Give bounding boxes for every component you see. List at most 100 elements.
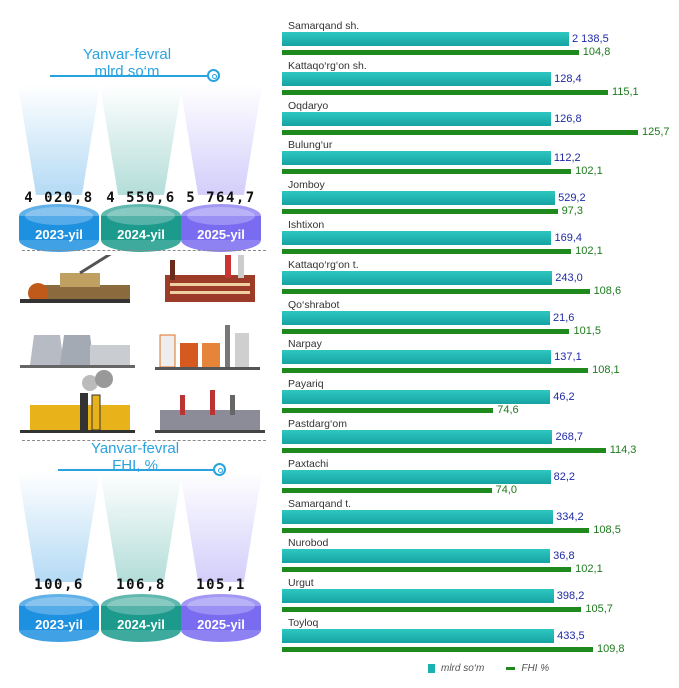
data-label-index: 125,7 (642, 125, 670, 138)
data-label-index: 74,6 (497, 404, 519, 417)
category-label: Payariq (288, 378, 324, 391)
pedestal-year: 2025-yil (197, 227, 245, 242)
data-label-volume: 334,2 (556, 510, 584, 523)
bar-volume (282, 151, 551, 166)
data-label-volume: 398,2 (556, 590, 585, 603)
bar-index (282, 368, 589, 374)
pedestal-icon (19, 204, 99, 252)
data-label-index: 102,1 (575, 563, 603, 576)
bar-volume (282, 32, 569, 46)
bar-index (282, 50, 579, 55)
data-label-index: 105,7 (585, 603, 613, 616)
data-label-volume: 112,2 (553, 152, 581, 165)
caption-rule (58, 469, 214, 471)
category-label: Paxtachi (288, 457, 329, 470)
category-label: Ishtixon (288, 219, 325, 231)
pedestal-year: 2024-yil (117, 617, 165, 632)
bar-index (282, 448, 606, 453)
bar-index (282, 408, 494, 414)
data-label-volume: 36,8 (553, 550, 575, 563)
bar-index (282, 607, 582, 613)
brick-factory-icon (165, 255, 255, 302)
factory-icon (155, 390, 265, 433)
category-label: Urgut (288, 577, 314, 590)
pedestal-icon (19, 594, 99, 642)
category-label: Kattaqo‘rg‘on sh. (288, 59, 367, 72)
data-label-volume: 529,2 (558, 192, 586, 205)
pedestal-value: 106,8 (116, 577, 166, 593)
data-label-volume: 126,8 (554, 112, 582, 125)
ring-icon (213, 463, 226, 476)
legend-swatch-volume (428, 664, 435, 673)
pedestal-icon (101, 204, 181, 252)
caption-line: Yanvar-fevral (90, 440, 180, 457)
data-label-volume: 21,6 (553, 311, 575, 324)
bar-index (282, 527, 590, 533)
pedestal-year: 2024-yil (117, 227, 165, 242)
category-label: Samarqand sh. (288, 20, 360, 32)
data-label-volume: 2 138,5 (572, 33, 609, 45)
data-label-index: 115,1 (611, 85, 639, 98)
data-label-index: 109,8 (596, 643, 625, 655)
chart-legend: mlrd so‘m FHI % (428, 663, 549, 674)
pedestal-year: 2025-yil (197, 617, 245, 632)
legend-label-volume: mlrd so‘m (441, 663, 485, 674)
power-plant-icon (20, 335, 135, 368)
bar-volume (282, 390, 551, 405)
pedestal-icon (101, 594, 181, 642)
data-label-index: 102,1 (575, 245, 603, 257)
category-label: Qo‘shrabot (288, 298, 340, 311)
data-label-volume: 268,7 (555, 431, 584, 443)
data-label-index: 74,0 (495, 483, 517, 496)
divider (22, 250, 266, 251)
legend-label-index: FHI % (521, 663, 550, 674)
data-label-index: 108,1 (592, 364, 620, 377)
chemical-plant-icon (20, 370, 135, 433)
bar-volume (282, 469, 551, 484)
data-label-index: 108,5 (593, 523, 621, 536)
category-label: Oqdaryo (288, 99, 329, 112)
category-label: Samarqand t. (288, 497, 352, 510)
category-label: Pastdarg‘om (288, 418, 347, 430)
bar-volume (282, 549, 551, 564)
excavator-icon (20, 255, 130, 303)
pedestal-icon (181, 594, 261, 642)
bar-index (282, 169, 572, 175)
bar-volume (282, 509, 554, 524)
data-label-index: 104,8 (582, 46, 611, 58)
data-label-volume: 128,4 (554, 72, 582, 85)
bar-index (282, 328, 570, 334)
data-label-index: 108,6 (593, 284, 622, 297)
bar-index (282, 647, 593, 652)
bar-index (282, 129, 638, 135)
bar-volume (282, 71, 552, 86)
data-label-volume: 137,1 (554, 351, 582, 364)
bar-index (282, 288, 590, 294)
data-label-index: 101,5 (573, 324, 601, 337)
data-label-volume: 82,2 (553, 470, 576, 483)
refinery-icon (155, 325, 260, 370)
industry-illustrations-icon (20, 255, 265, 433)
data-label-index: 114,3 (609, 444, 637, 456)
pedestal-year: 2023-yil (35, 227, 83, 242)
pedestal-icon (181, 204, 261, 252)
data-label-index: 97,3 (561, 205, 583, 218)
bar-volume (282, 430, 553, 444)
pedestal-year: 2023-yil (35, 617, 83, 632)
category-label: Bulung‘ur (288, 139, 333, 152)
bar-volume (282, 270, 553, 285)
data-label-volume: 243,0 (555, 271, 583, 284)
bar-index (282, 209, 558, 215)
data-label-volume: 46,2 (553, 391, 575, 404)
pedestal-value: 5 764,7 (186, 190, 256, 206)
category-label: Narpay (288, 338, 322, 351)
data-label-index: 102,1 (575, 165, 603, 178)
caption-rule (50, 75, 208, 77)
pedestal-value: 4 550,6 (106, 190, 176, 206)
bar-volume (282, 111, 552, 126)
divider (22, 440, 266, 441)
data-label-volume: 169,4 (554, 232, 583, 244)
legend-swatch-index (506, 667, 516, 670)
bar-volume (282, 191, 556, 206)
bar-index (282, 89, 608, 95)
